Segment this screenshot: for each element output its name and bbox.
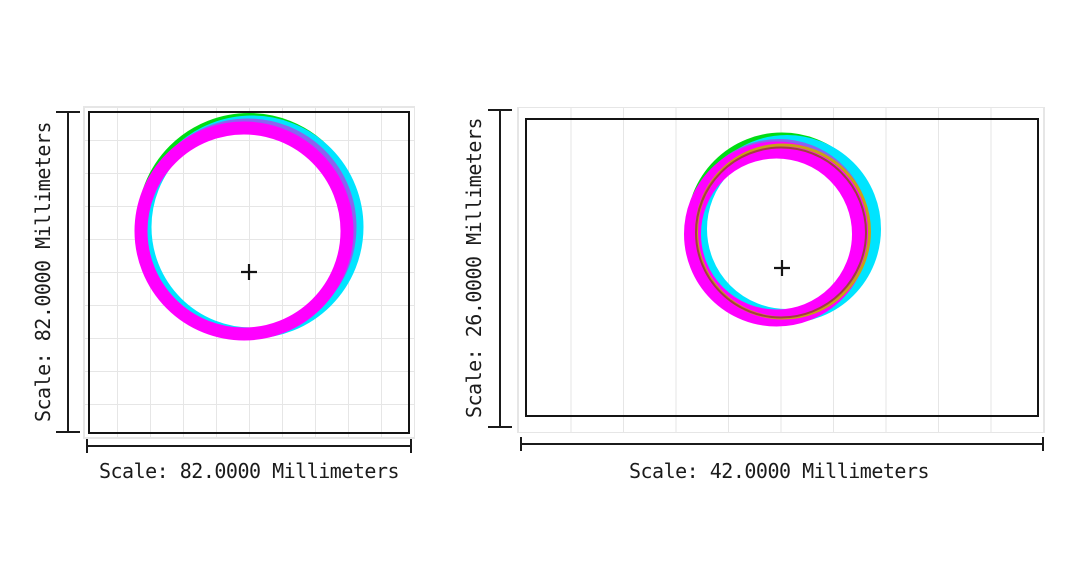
- left-footprint-horizontal-scale-bar: [86, 439, 412, 453]
- left-vertical-scale-label: Scale: 82.0000 Millimeters: [31, 121, 55, 423]
- right-aperture-box: [525, 118, 1039, 417]
- left-footprint-vertical-scale-bar: [56, 111, 80, 433]
- right-horizontal-scale-label: Scale: 42.0000 Millimeters: [628, 459, 930, 483]
- right-footprint-horizontal-scale-bar: [520, 437, 1044, 451]
- right-vertical-scale-label: Scale: 26.0000 Millimeters: [462, 117, 486, 419]
- left-aperture-box: [88, 111, 410, 434]
- left-horizontal-scale-label: Scale: 82.0000 Millimeters: [98, 459, 400, 483]
- right-footprint-vertical-scale-bar: [488, 109, 512, 428]
